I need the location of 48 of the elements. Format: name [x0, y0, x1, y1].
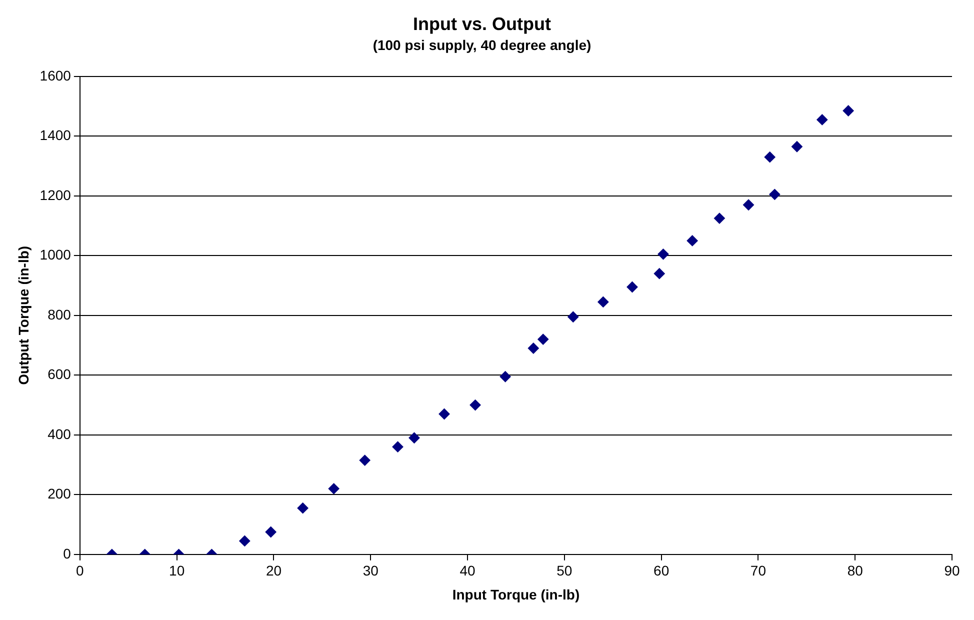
x-tick-label: 40 — [460, 562, 476, 579]
y-tick-label: 1000 — [40, 246, 72, 263]
x-tick-label: 60 — [654, 562, 670, 579]
point — [328, 483, 340, 494]
y-tick-label: 0 — [63, 545, 72, 562]
point — [392, 441, 404, 452]
point — [842, 105, 854, 116]
y-tick-label: 200 — [48, 486, 72, 502]
chart-subtitle: (100 psi supply, 40 degree angle) — [372, 36, 592, 53]
point — [714, 212, 725, 224]
point — [538, 334, 549, 345]
y-axis-title: Output Torque (in-lb) — [15, 246, 32, 385]
point — [528, 342, 539, 354]
point — [743, 199, 754, 210]
y-tick-label: 1400 — [40, 127, 72, 144]
x-tick-label: 10 — [169, 562, 185, 579]
point — [408, 432, 420, 444]
point — [239, 535, 250, 546]
point — [626, 282, 638, 293]
x-tick-label: 90 — [944, 562, 960, 579]
point — [500, 371, 511, 382]
y-tick-label: 400 — [48, 426, 72, 442]
point — [658, 248, 669, 260]
x-tick-label: 80 — [847, 562, 864, 579]
x-tick-label: 70 — [750, 562, 766, 579]
x-tick-label: 50 — [556, 562, 572, 579]
point — [265, 526, 276, 538]
y-tick-label: 800 — [48, 306, 72, 322]
point — [470, 400, 481, 411]
x-tick-label: 20 — [266, 562, 282, 579]
point — [297, 502, 308, 514]
x-tick-label: 30 — [362, 562, 379, 579]
point — [438, 408, 450, 420]
point — [359, 454, 370, 466]
point — [764, 152, 776, 163]
point — [598, 296, 609, 308]
x-tick-label: 0 — [76, 562, 84, 579]
y-tick-label: 600 — [48, 366, 72, 382]
point — [791, 141, 802, 152]
y-tick-label: 1600 — [40, 67, 72, 84]
point — [654, 268, 665, 280]
point — [686, 235, 698, 246]
x-axis-title: Input Torque (in-lb) — [452, 586, 580, 602]
point — [816, 114, 828, 126]
point — [568, 311, 579, 322]
chart-title: Input vs. Output — [413, 14, 551, 34]
point — [769, 188, 780, 200]
y-tick-label: 1200 — [40, 186, 72, 203]
